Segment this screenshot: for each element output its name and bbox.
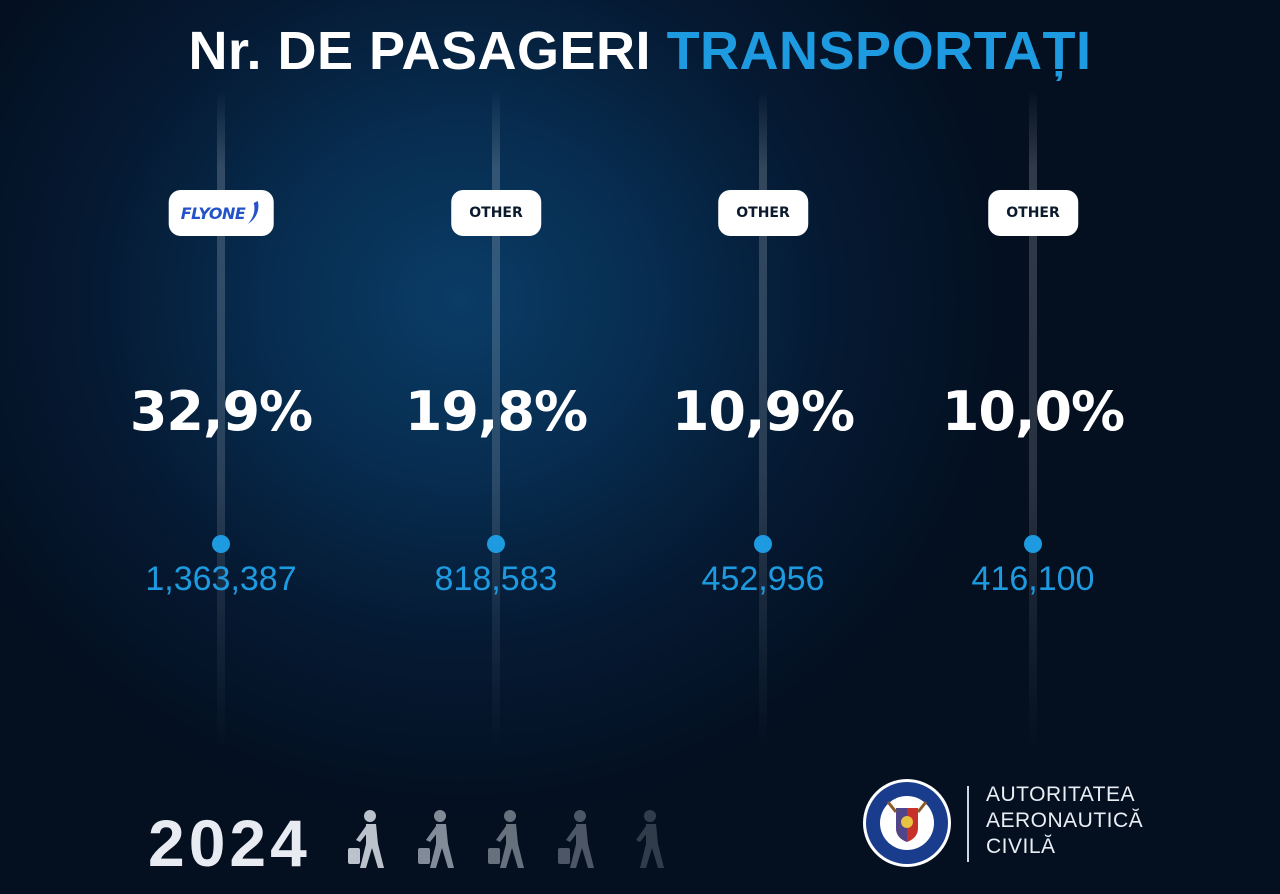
title-main: Nr. DE PASAGERI	[188, 21, 667, 81]
traveler-icon	[348, 810, 384, 868]
column-line	[1029, 90, 1037, 750]
page-title: Nr. DE PASAGERI TRANSPORTAȚI	[0, 20, 1280, 82]
stat-column-3: OTHER 10,9% 452,956	[653, 90, 873, 770]
traveler-icon	[418, 810, 454, 868]
percent-value: 10,0%	[941, 380, 1125, 443]
dot-marker	[487, 535, 505, 553]
org-divider	[967, 786, 969, 862]
flyone-logo-badge: FLYONE	[168, 190, 274, 236]
column-line	[759, 90, 767, 750]
traveler-icon	[488, 810, 524, 868]
airline-badge: OTHER	[451, 190, 541, 236]
organization-name: AUTORITATEA AERONAUTICĂ CIVILĂ	[986, 782, 1143, 860]
percent-value: 19,8%	[404, 380, 588, 443]
passenger-count: 818,583	[434, 560, 558, 598]
airline-badge: OTHER	[988, 190, 1078, 236]
traveler-icon	[636, 810, 664, 868]
travelers-row	[340, 808, 680, 872]
stat-column-2: OTHER 19,8% 818,583	[386, 90, 606, 770]
dot-marker	[1024, 535, 1042, 553]
title-accent: TRANSPORTAȚI	[666, 21, 1092, 81]
org-line-1: AUTORITATEA	[986, 783, 1136, 806]
airline-badge: OTHER	[718, 190, 808, 236]
column-line	[492, 90, 500, 750]
column-line	[217, 90, 225, 750]
org-line-2: AERONAUTICĂ	[986, 809, 1144, 832]
passenger-count: 1,363,387	[145, 560, 297, 598]
percent-value: 32,9%	[129, 380, 313, 443]
traveler-icon	[558, 810, 594, 868]
flyone-logo-text: FLYONE	[180, 203, 246, 223]
passenger-count: 416,100	[971, 560, 1095, 598]
dot-marker	[212, 535, 230, 553]
flyone-swoosh-icon	[247, 201, 258, 224]
passenger-count: 452,956	[701, 560, 825, 598]
dot-marker	[754, 535, 772, 553]
stat-column-1: FLYONE 32,9% 1,363,387	[111, 90, 331, 770]
percent-value: 10,9%	[671, 380, 855, 443]
coat-of-arms-seal-icon	[863, 779, 951, 867]
year-label: 2024	[148, 806, 311, 880]
org-line-3: CIVILĂ	[986, 835, 1056, 858]
stat-column-4: OTHER 10,0% 416,100	[923, 90, 1143, 770]
